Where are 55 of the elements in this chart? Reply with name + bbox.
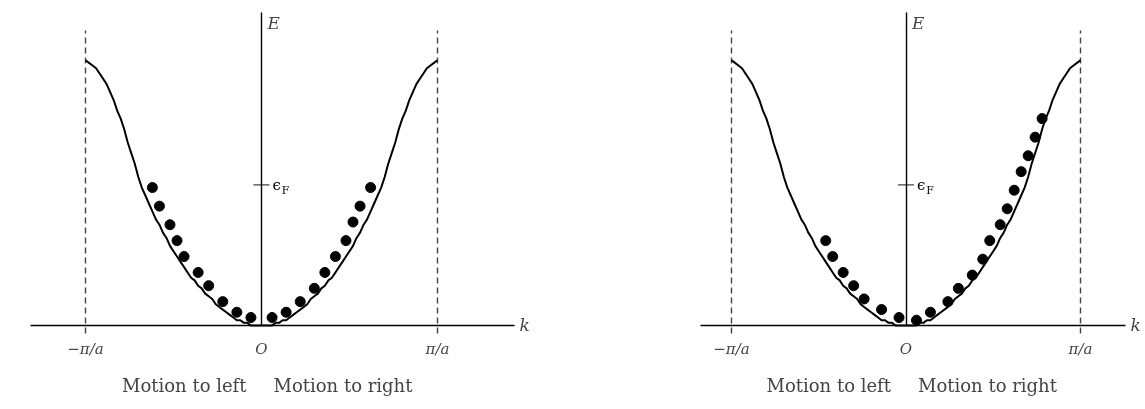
x-axis-title: k [1130,314,1141,335]
point [1029,131,1041,143]
point [1008,184,1020,196]
point [858,293,870,305]
point [966,269,978,281]
point [848,280,860,292]
point [280,306,292,318]
point [340,235,352,247]
point [266,312,278,324]
point [354,200,366,212]
point [952,282,964,294]
x-axis-title: k [519,314,530,335]
point [308,282,320,294]
x-tick-label: −π/a [713,339,750,358]
point [977,253,989,265]
point [319,266,331,278]
y-axis-title: E [266,12,281,33]
point [893,312,905,324]
point [164,219,176,231]
x-tick-label: π/a [1067,339,1093,358]
point [820,235,832,247]
point [153,200,165,212]
point [910,314,922,326]
point [294,296,306,308]
x-tick-label: O [899,339,913,358]
point [171,235,183,247]
point [245,312,257,324]
text: Motion to left [121,375,248,396]
text: Motion to right [273,375,414,396]
point [1036,113,1048,125]
point [827,251,839,263]
point [178,251,190,263]
point [203,280,215,292]
point [231,306,243,318]
point [146,182,158,194]
point [994,219,1006,231]
point [1022,150,1034,162]
point [924,306,936,318]
point [837,266,849,278]
point [347,216,359,228]
point [984,235,996,247]
text: Motion to left [766,375,892,396]
point [365,182,377,194]
x-tick-label: −π/a [67,339,104,358]
point [217,296,229,308]
point [1015,166,1027,178]
point [329,251,341,263]
y-axis-title: E [911,12,925,33]
point [1001,203,1013,215]
text: Motion to right [918,375,1058,396]
x-tick-label: π/a [424,339,450,358]
x-tick-label: O [255,339,268,358]
point [942,296,954,308]
point [192,266,204,278]
point [876,304,888,316]
